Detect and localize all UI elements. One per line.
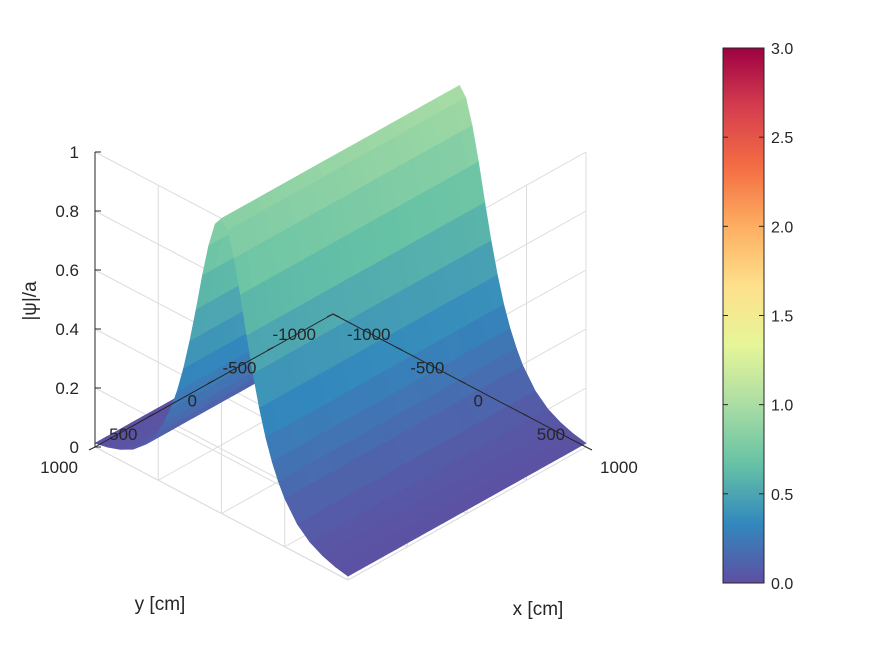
- x-tick-label: -1000: [347, 325, 390, 344]
- grid-line: [94, 446, 349, 581]
- z-axis-label: |ψ|/a: [20, 281, 41, 321]
- x-tick-label: 500: [537, 425, 565, 444]
- z-tick-label: 0.4: [55, 320, 79, 339]
- surface-patch: [334, 559, 361, 577]
- y-tick: [267, 346, 274, 351]
- colorbar-tick-label: 0.5: [771, 487, 793, 504]
- z-tick-label: 1: [70, 143, 79, 162]
- x-tick: [396, 346, 403, 351]
- y-tick-label: 500: [109, 425, 137, 444]
- colorbar-tick-label: 3.0: [771, 41, 793, 58]
- x-tick-label: -500: [410, 358, 444, 377]
- colorbar-tick-label: 2.0: [771, 219, 793, 236]
- colorbar: 0.0 0.5 1.0 1.5 2.0 2.5 3.0: [722, 41, 793, 593]
- surface-mesh: [94, 85, 587, 577]
- colorbar-tick-label: 1.5: [771, 309, 793, 326]
- y-tick-label: -1000: [273, 325, 316, 344]
- x-tick: [332, 313, 340, 318]
- colorbar-tick-label: 1.0: [771, 398, 793, 415]
- y-tick: [88, 446, 96, 451]
- z-tick-label: 0.2: [55, 379, 79, 398]
- y-tick-label: 1000: [40, 458, 78, 477]
- colorbar-ticks: 0.0 0.5 1.0 1.5 2.0 2.5 3.0: [723, 41, 793, 593]
- colorbar-tick-label: 0.0: [771, 576, 793, 593]
- y-tick-label: 0: [188, 392, 197, 411]
- x-axis-label: x [cm]: [513, 599, 564, 620]
- x-tick-label: 0: [474, 392, 483, 411]
- colorbar-tick-label: 2.5: [771, 130, 793, 147]
- x-tick-label: 1000: [600, 458, 638, 477]
- y-tick: [207, 380, 215, 384]
- y-tick: [148, 413, 155, 418]
- x-tick: [522, 413, 529, 418]
- z-tick-label: 0: [70, 438, 79, 457]
- tick-labels: 0 0.2 0.4 0.6 0.8 1 -1000 -500 0 500 1000 -1000 -500…: [40, 143, 638, 477]
- y-axis-label: y [cm]: [135, 594, 186, 615]
- y-tick-label: -500: [222, 358, 256, 377]
- x-tick: [459, 380, 466, 384]
- z-tick-label: 0.6: [55, 261, 79, 280]
- x-tick: [585, 446, 593, 451]
- colorbar-gradient: [722, 47, 765, 584]
- y-tick: [326, 313, 334, 318]
- z-tick-label: 0.8: [55, 202, 79, 221]
